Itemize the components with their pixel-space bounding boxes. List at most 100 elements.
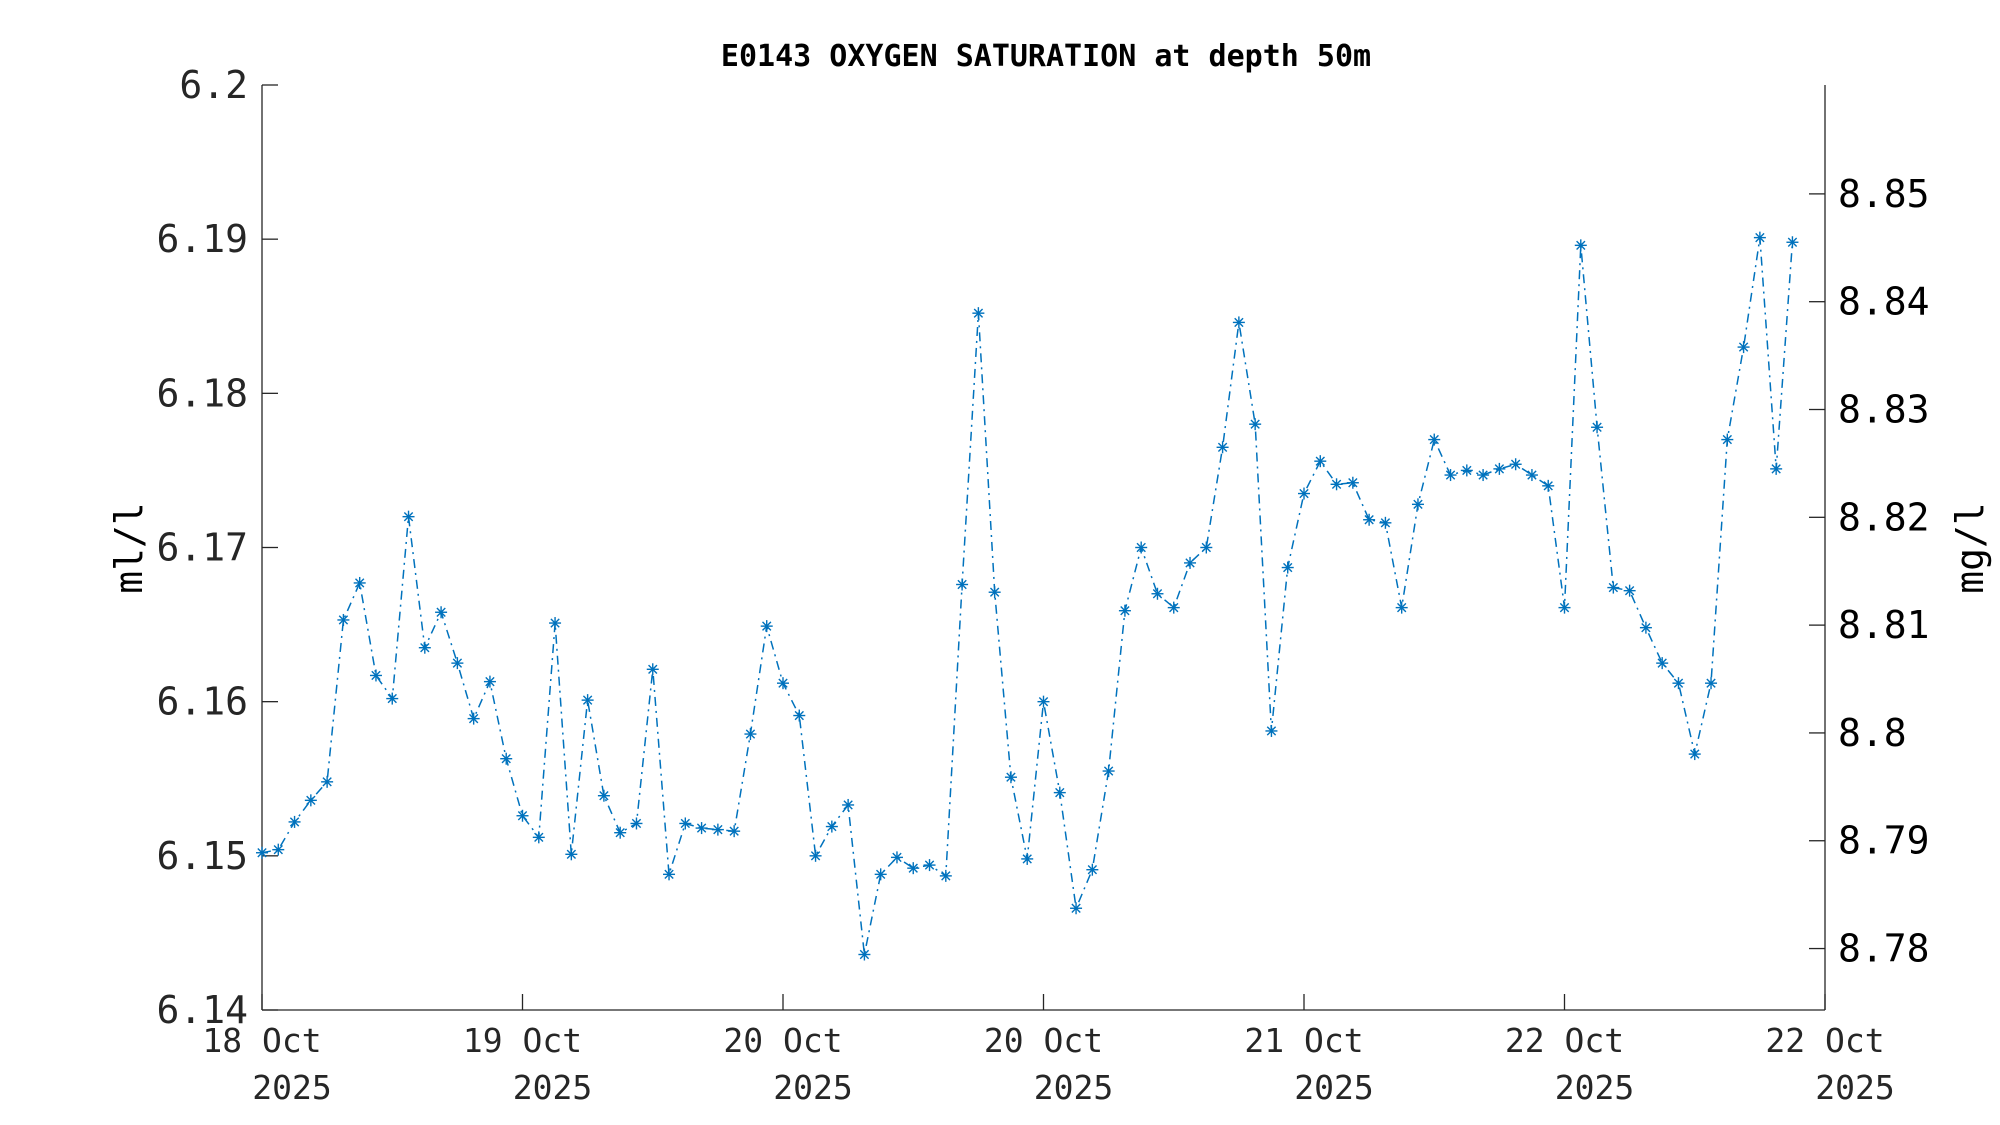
- right-y-axis: 8.78 8.79 8.8 8.81 8.82 8.83 8.84 8.85: [1809, 172, 1930, 971]
- chart-title: E0143 OXYGEN SATURATION at depth 50m: [721, 39, 1371, 74]
- x-tick-label-day: 22 Oct: [1505, 1021, 1624, 1060]
- series-line: [261, 237, 1794, 955]
- data-point: [923, 859, 936, 872]
- data-point: [597, 789, 610, 802]
- data-point: [1184, 556, 1197, 569]
- x-tick-label-year: 2025: [252, 1068, 331, 1107]
- data-point: [1786, 236, 1799, 249]
- data-point: [467, 712, 480, 725]
- data-point: [1102, 765, 1115, 778]
- data-point: [956, 578, 969, 591]
- data-point: [1477, 469, 1490, 482]
- data-point: [728, 825, 741, 838]
- data-point: [321, 775, 334, 788]
- right-y-tick-label: 8.8: [1838, 711, 1907, 755]
- data-point: [483, 675, 496, 688]
- data-point: [1086, 863, 1099, 876]
- data-point: [1428, 433, 1441, 446]
- data-point: [614, 826, 627, 839]
- data-point: [679, 817, 692, 830]
- right-y-tick-label: 8.85: [1838, 172, 1930, 216]
- data-point: [663, 868, 676, 881]
- data-point: [1705, 677, 1718, 690]
- data-point: [1363, 513, 1376, 526]
- data-point: [1379, 516, 1392, 529]
- data-point: [1135, 541, 1148, 554]
- data-point: [630, 817, 643, 830]
- data-point: [1639, 621, 1652, 634]
- data-point: [711, 823, 724, 836]
- data-point: [1118, 604, 1131, 617]
- data-point: [1037, 695, 1050, 708]
- data-point: [1346, 476, 1359, 489]
- data-point: [402, 510, 415, 523]
- x-tick-label-day: 20 Oct: [723, 1021, 842, 1060]
- data-point: [858, 948, 871, 961]
- data-point: [1021, 852, 1034, 865]
- series-oxygen: [256, 231, 1799, 961]
- data-point: [272, 843, 285, 856]
- data-point: [988, 586, 1001, 599]
- data-point: [1656, 657, 1669, 670]
- x-tick-label-year: 2025: [1034, 1068, 1113, 1107]
- data-point: [1395, 601, 1408, 614]
- data-point: [1216, 441, 1229, 454]
- data-point: [418, 641, 431, 654]
- data-point: [939, 869, 952, 882]
- left-y-axis: 6.14 6.15 6.16 6.17 6.18 6.19 6.2: [156, 63, 278, 1032]
- right-y-tick-label: 8.82: [1838, 495, 1930, 539]
- right-y-tick-label: 8.78: [1838, 927, 1930, 971]
- data-point: [516, 809, 529, 822]
- x-tick-label-year: 2025: [513, 1068, 592, 1107]
- data-point: [1623, 584, 1636, 597]
- data-point: [1509, 458, 1522, 471]
- data-point: [1444, 469, 1457, 482]
- data-point: [1411, 498, 1424, 511]
- data-point: [842, 798, 855, 811]
- data-point: [972, 307, 985, 320]
- data-point: [1574, 239, 1587, 252]
- x-tick-label-day: 21 Oct: [1244, 1021, 1363, 1060]
- x-axis: 18 Oct 2025 19 Oct 2025 20 Oct 2025 20 Oct 2025…: [202, 994, 1895, 1107]
- data-point: [890, 851, 903, 864]
- data-point: [646, 663, 659, 676]
- right-y-tick-label: 8.81: [1838, 603, 1930, 647]
- data-point: [1004, 771, 1017, 784]
- data-point: [1298, 487, 1310, 500]
- x-tick-label-day: 19 Oct: [463, 1021, 582, 1060]
- data-point: [825, 820, 838, 833]
- right-y-tick-label: 8.79: [1838, 819, 1930, 863]
- data-point: [1558, 601, 1571, 614]
- data-point: [1753, 231, 1766, 244]
- data-point: [760, 620, 773, 633]
- right-y-tick-label: 8.84: [1838, 280, 1930, 324]
- x-tick-label-year: 2025: [1555, 1068, 1634, 1107]
- data-point: [1493, 462, 1506, 475]
- data-point: [549, 617, 562, 630]
- data-point: [256, 846, 268, 859]
- y-axis-label-right: mg/l: [1948, 502, 1992, 594]
- data-point: [1770, 462, 1783, 475]
- data-point: [353, 576, 366, 589]
- data-point: [288, 815, 301, 828]
- left-y-tick-label: 6.16: [156, 680, 248, 724]
- y-axis-label-left: ml/l: [107, 502, 151, 594]
- data-point: [1200, 541, 1213, 554]
- data-point: [1167, 601, 1180, 614]
- x-tick-label-year: 2025: [1815, 1068, 1894, 1107]
- data-point: [1249, 418, 1262, 431]
- data-point: [1151, 587, 1164, 600]
- data-point: [1281, 561, 1294, 574]
- data-point: [337, 613, 350, 626]
- data-point: [1607, 581, 1620, 594]
- x-tick-label-day: 18 Oct: [202, 1021, 321, 1060]
- data-point: [1542, 479, 1555, 492]
- data-point: [777, 677, 789, 690]
- data-point: [1721, 433, 1734, 446]
- data-point: [369, 669, 382, 682]
- left-y-tick-label: 6.17: [156, 526, 248, 570]
- data-point: [386, 692, 399, 705]
- x-tick-label-day: 22 Oct: [1765, 1021, 1884, 1060]
- data-point: [1330, 478, 1343, 491]
